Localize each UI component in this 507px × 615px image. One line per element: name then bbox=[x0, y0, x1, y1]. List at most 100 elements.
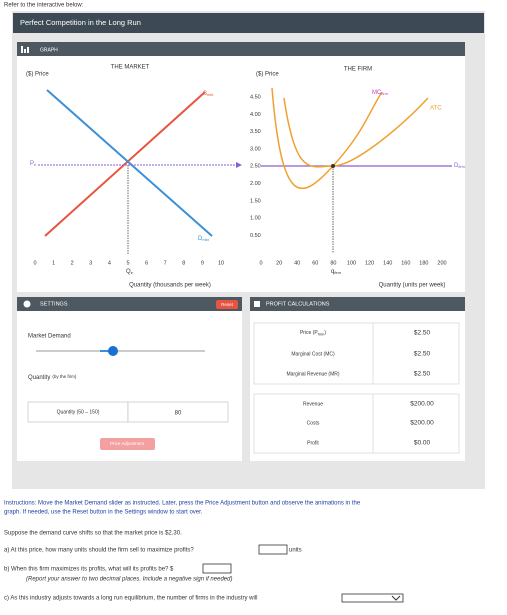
suppose: Suppose the demand curve shifts so that … bbox=[4, 531, 182, 537]
x-tick-label: 4 bbox=[108, 260, 111, 266]
label: Quantity bbox=[28, 375, 50, 381]
settings-title: SETTINGS bbox=[40, 301, 68, 307]
instructions: Instructions: Move the Market Demand sli… bbox=[4, 501, 361, 507]
x-tick-label: 5 bbox=[126, 260, 129, 266]
x-tick-label: 40 bbox=[294, 260, 300, 266]
firm-x-label: Quantity (units per week) bbox=[379, 283, 446, 289]
label: mkt bbox=[207, 92, 214, 97]
x-tick-label: 160 bbox=[401, 260, 410, 266]
price-row-label: Price (Pfirm) bbox=[300, 330, 326, 336]
y-tick-label: 2.50 bbox=[250, 164, 261, 170]
icon bbox=[254, 301, 260, 307]
app-title: Perfect Competition in the Long Run bbox=[20, 18, 141, 27]
x-tick-label: 100 bbox=[347, 260, 356, 266]
label: e bbox=[131, 270, 134, 275]
market-demand-label: Market Demand bbox=[28, 334, 71, 340]
price-label: Pe bbox=[30, 161, 37, 167]
icon bbox=[21, 46, 23, 53]
x-tick-label: 140 bbox=[383, 260, 392, 266]
icon bbox=[27, 47, 29, 53]
x-tick-label: 60 bbox=[312, 260, 318, 266]
intro: Refer to the interactive below: bbox=[4, 3, 84, 9]
x-tick-label: 6 bbox=[145, 260, 148, 266]
price-adjustment-button[interactable] bbox=[100, 438, 155, 450]
x-tick-label: 120 bbox=[365, 260, 374, 266]
x-tick-label: 8 bbox=[182, 260, 185, 266]
x-tick-label: 0 bbox=[33, 260, 36, 266]
label: mkt bbox=[202, 237, 209, 242]
x-tick-label: 2 bbox=[71, 260, 74, 266]
price-row-value: $2.50 bbox=[414, 330, 431, 337]
quantity-input-label: Quantity (50 – 150) bbox=[57, 409, 100, 415]
label: Price (P bbox=[300, 330, 318, 336]
slider-knob[interactable] bbox=[108, 346, 118, 356]
settings-panel bbox=[17, 297, 242, 461]
label: firm bbox=[334, 270, 341, 275]
y-tick-label: 2.00 bbox=[250, 181, 261, 187]
label: q bbox=[331, 269, 334, 275]
dropdown-arrow bbox=[391, 595, 401, 601]
profit-header bbox=[250, 297, 465, 311]
y-tick-label: 0.50 bbox=[250, 233, 261, 239]
label: firm bbox=[458, 164, 465, 169]
market-x-label: Quantity (thousands per week) bbox=[129, 283, 211, 289]
reset-label: Reset bbox=[221, 302, 234, 307]
unit: units bbox=[289, 548, 302, 554]
x-tick-label: 1 bbox=[52, 260, 55, 266]
quantity-heading: Quantity (by the firm) bbox=[28, 374, 77, 380]
price-adjustment-label: Price Adjustment bbox=[110, 441, 145, 446]
row-label: Marginal Cost (MC) bbox=[291, 351, 335, 357]
price-arrow bbox=[236, 162, 242, 168]
market-title: THE MARKET bbox=[111, 65, 150, 71]
label: D bbox=[454, 163, 459, 169]
label: e bbox=[34, 162, 37, 167]
supply-curve bbox=[44, 91, 206, 237]
label: ) bbox=[324, 330, 326, 336]
answer-a-input[interactable] bbox=[258, 544, 288, 555]
app-header bbox=[13, 13, 484, 33]
supply-label: Smkt bbox=[203, 91, 214, 97]
x-tick-label: 10 bbox=[218, 260, 224, 266]
y-tick-label: 1.50 bbox=[250, 198, 261, 204]
firm-y-label: ($) Price bbox=[256, 72, 279, 78]
x-tick-label: 0 bbox=[259, 260, 262, 266]
answer-c-select[interactable] bbox=[341, 593, 404, 603]
firm-demand-label: Dfirm bbox=[454, 163, 466, 169]
x-tick-label: 7 bbox=[164, 260, 167, 266]
y-tick-label: 4.50 bbox=[250, 94, 261, 100]
row-label: Costs bbox=[307, 420, 320, 426]
table-box bbox=[253, 322, 460, 385]
x-tick-label: 180 bbox=[419, 260, 428, 266]
label: MC bbox=[372, 90, 382, 96]
label: firm bbox=[381, 91, 388, 96]
mc-curve bbox=[271, 87, 383, 190]
graph-tab bbox=[17, 42, 465, 56]
graph-tab-label: GRAPH bbox=[40, 47, 58, 53]
label: Q bbox=[126, 269, 131, 275]
y-tick-label: 4.00 bbox=[250, 112, 261, 118]
firm-title: THE FIRM bbox=[344, 67, 372, 73]
question-a: a) At this price, how many units should … bbox=[4, 548, 194, 554]
settings-header bbox=[17, 297, 242, 311]
icon bbox=[24, 49, 26, 53]
reset-button[interactable] bbox=[216, 300, 238, 309]
row-value: $0.00 bbox=[414, 440, 431, 447]
question-b: b) When this firm maximizes its profits,… bbox=[4, 567, 174, 573]
icon bbox=[23, 300, 31, 308]
label: S bbox=[203, 91, 207, 97]
row-label: Profit bbox=[307, 440, 319, 446]
market-y-label: ($) Price bbox=[26, 72, 49, 78]
quantity-value: 80 bbox=[175, 411, 182, 417]
row-value: $2.50 bbox=[414, 351, 431, 358]
y-tick-label: 1.00 bbox=[250, 216, 261, 222]
table-box bbox=[253, 393, 460, 454]
x-tick-label: 9 bbox=[201, 260, 204, 266]
firm-quantity-label: qfirm bbox=[331, 269, 342, 275]
quantity-input[interactable] bbox=[127, 401, 229, 423]
answer-b-input[interactable] bbox=[202, 563, 232, 574]
x-tick-label: 80 bbox=[330, 260, 336, 266]
demand-curve bbox=[46, 89, 213, 237]
row-label: Revenue bbox=[303, 401, 323, 407]
quantity-label: Qe bbox=[126, 269, 134, 275]
